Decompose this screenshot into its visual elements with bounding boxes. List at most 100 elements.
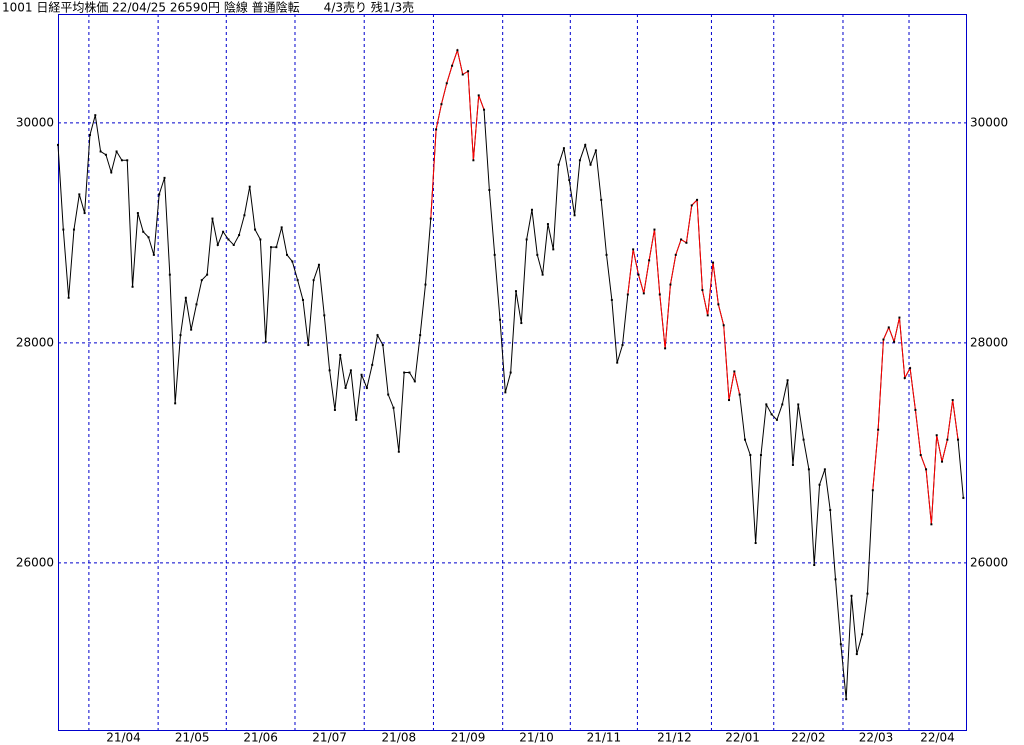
data-point xyxy=(610,298,613,301)
data-point xyxy=(829,509,832,512)
data-point xyxy=(355,418,358,421)
data-point xyxy=(360,373,363,376)
data-point xyxy=(536,253,539,256)
data-point xyxy=(658,293,661,296)
data-point xyxy=(227,238,230,241)
data-point xyxy=(270,246,273,249)
data-point xyxy=(770,413,773,416)
x-tick-label: 21/11 xyxy=(587,731,622,745)
price-line xyxy=(57,48,964,700)
data-point xyxy=(184,296,187,299)
data-point xyxy=(669,283,672,286)
data-point xyxy=(392,406,395,409)
data-point xyxy=(525,238,528,241)
data-point xyxy=(775,418,778,421)
data-point xyxy=(467,70,470,73)
data-point xyxy=(254,228,257,231)
y-tick-label: 26000 xyxy=(16,555,54,569)
data-point xyxy=(264,340,267,343)
x-tick-label: 21/04 xyxy=(106,731,141,745)
data-point xyxy=(222,230,225,233)
data-point xyxy=(855,653,858,656)
data-point xyxy=(275,246,278,249)
data-point xyxy=(424,283,427,286)
data-point xyxy=(142,230,145,233)
data-point xyxy=(866,592,869,595)
data-point xyxy=(637,273,640,276)
data-point xyxy=(174,402,177,405)
data-point xyxy=(685,241,688,244)
data-point xyxy=(248,185,251,188)
data-point xyxy=(834,578,837,581)
x-tick-label: 22/01 xyxy=(725,731,760,745)
data-point xyxy=(845,698,848,701)
data-point xyxy=(328,369,331,372)
x-tick-label: 21/10 xyxy=(519,731,554,745)
x-tick-label: 21/05 xyxy=(175,731,210,745)
data-point xyxy=(477,94,480,97)
data-point xyxy=(791,463,794,466)
data-point xyxy=(648,259,651,262)
data-point xyxy=(733,370,736,373)
data-point xyxy=(376,334,379,337)
data-point xyxy=(546,223,549,226)
data-point xyxy=(946,438,949,441)
data-point xyxy=(930,523,933,526)
data-point xyxy=(344,386,347,389)
data-point xyxy=(722,324,725,327)
data-point xyxy=(520,322,523,325)
data-point xyxy=(99,150,102,153)
data-point xyxy=(104,153,107,156)
data-point xyxy=(408,371,411,374)
y-tick-label: 30000 xyxy=(16,115,54,129)
data-point xyxy=(238,234,241,237)
data-point xyxy=(935,434,938,437)
data-point xyxy=(62,228,65,231)
data-point xyxy=(759,454,762,457)
data-point xyxy=(749,454,752,457)
y-tick-label-right: 28000 xyxy=(970,335,1008,349)
data-point xyxy=(898,316,901,319)
data-point xyxy=(461,73,464,76)
data-point xyxy=(957,438,960,441)
x-tick-label: 22/02 xyxy=(791,731,826,745)
data-point xyxy=(589,163,592,166)
x-tick-label: 21/07 xyxy=(312,731,347,745)
data-point xyxy=(541,273,544,276)
data-point xyxy=(195,303,198,306)
data-point xyxy=(802,438,805,441)
data-point xyxy=(136,212,139,215)
data-point xyxy=(440,103,443,106)
data-point xyxy=(882,338,885,341)
data-point xyxy=(616,361,619,364)
x-tick-label: 21/12 xyxy=(657,731,692,745)
data-point xyxy=(909,367,912,370)
data-point xyxy=(962,496,965,499)
data-point xyxy=(813,564,816,567)
data-point xyxy=(168,273,171,276)
data-point xyxy=(903,377,906,380)
data-point xyxy=(626,293,629,296)
data-point xyxy=(701,289,704,292)
data-point xyxy=(504,391,507,394)
data-point xyxy=(307,344,310,347)
data-point xyxy=(530,208,533,211)
data-point xyxy=(397,450,400,453)
data-point xyxy=(83,212,86,215)
data-point xyxy=(147,236,150,239)
data-point xyxy=(674,253,677,256)
x-tick-label: 21/09 xyxy=(451,731,486,745)
data-point xyxy=(861,633,864,636)
data-point xyxy=(67,296,70,299)
data-point xyxy=(94,114,97,117)
highlight-segment xyxy=(872,317,959,525)
data-point xyxy=(232,243,235,246)
data-point xyxy=(568,179,571,182)
data-point xyxy=(483,108,486,111)
data-point xyxy=(115,150,118,153)
data-point xyxy=(823,468,826,471)
data-point xyxy=(653,228,656,231)
data-point xyxy=(941,460,944,463)
data-point xyxy=(807,468,810,471)
data-point xyxy=(552,248,555,251)
